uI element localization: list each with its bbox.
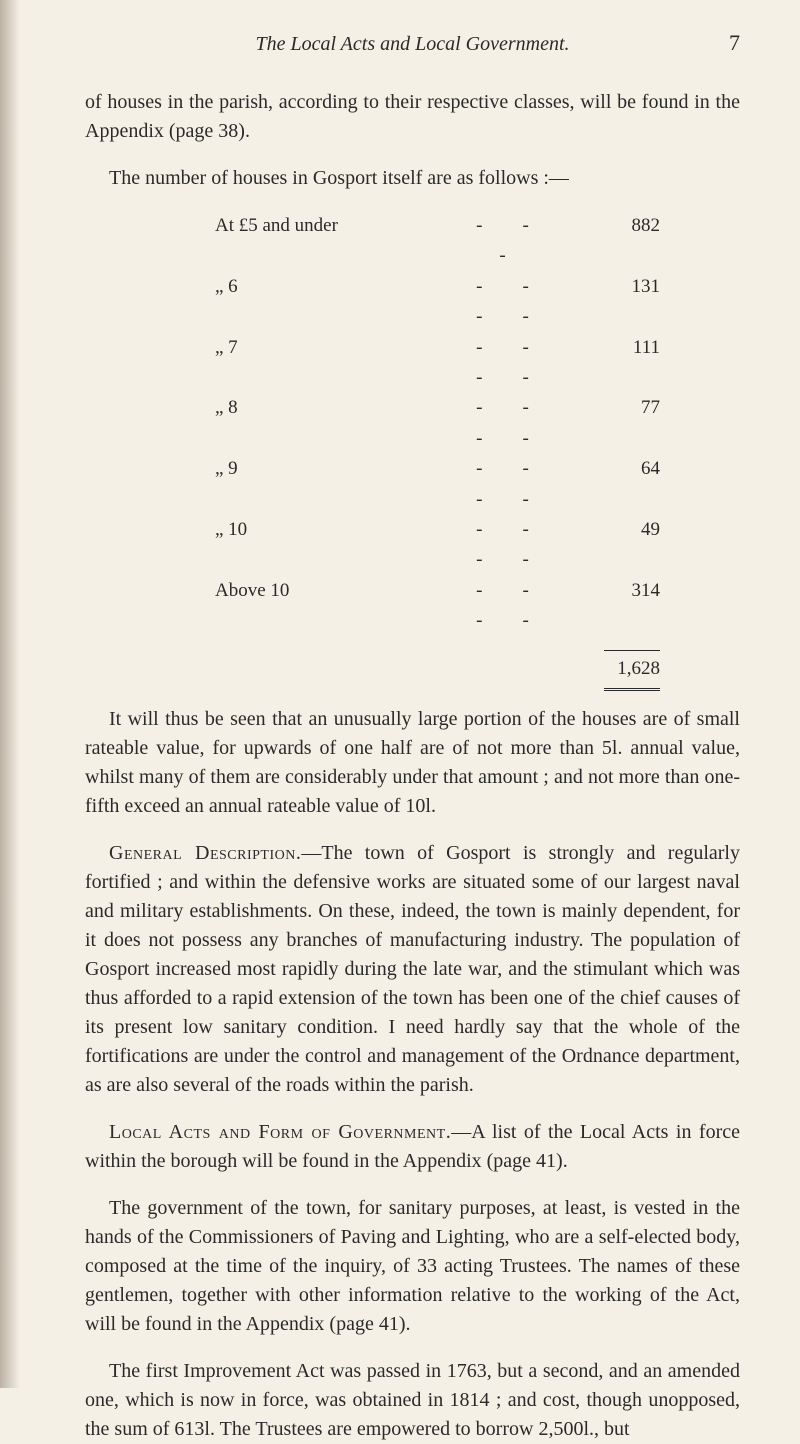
page-content: The Local Acts and Local Government. 7 o… bbox=[0, 0, 800, 1388]
table-row: „ 7 ---- 111 bbox=[85, 333, 740, 394]
row-dashes: ---- bbox=[455, 393, 590, 454]
row-dashes bbox=[455, 650, 590, 690]
table-row: „ 9 ---- 64 bbox=[85, 454, 740, 515]
table-row: „ 8 ---- 77 bbox=[85, 393, 740, 454]
table-total-row: 1,628 bbox=[85, 650, 740, 690]
page-number: 7 bbox=[700, 30, 740, 56]
houses-table: At £5 and under --- 882 „ 6 ---- 131 „ 7… bbox=[85, 211, 740, 691]
row-label: „ 10 bbox=[85, 515, 455, 576]
table-row: At £5 and under --- 882 bbox=[85, 211, 740, 272]
page-header: The Local Acts and Local Government. 7 bbox=[85, 30, 740, 56]
body-text: of houses in the parish, according to th… bbox=[85, 88, 740, 1444]
paragraph-2: The number of houses in Gosport itself a… bbox=[85, 164, 740, 193]
paragraph-5: Local Acts and Form of Government.—A lis… bbox=[85, 1118, 740, 1176]
table-row: Above 10 ---- 314 bbox=[85, 576, 740, 637]
paragraph-4: General Description.—The town of Gosport… bbox=[85, 839, 740, 1100]
paragraph-3: It will thus be seen that an unusually l… bbox=[85, 705, 740, 821]
section-heading-local-acts: Local Acts and Form of Government. bbox=[109, 1121, 451, 1143]
row-dashes: ---- bbox=[455, 333, 590, 394]
row-value: 77 bbox=[590, 393, 740, 454]
row-value: 49 bbox=[590, 515, 740, 576]
row-label bbox=[85, 650, 455, 690]
row-dashes: ---- bbox=[455, 272, 590, 333]
total-value-cell: 1,628 bbox=[590, 650, 740, 690]
row-dashes: ---- bbox=[455, 515, 590, 576]
row-dashes: ---- bbox=[455, 576, 590, 637]
row-value: 882 bbox=[590, 211, 740, 272]
row-dashes: ---- bbox=[455, 454, 590, 515]
paragraph-6: The government of the town, for sanitary… bbox=[85, 1194, 740, 1339]
row-label: „ 9 bbox=[85, 454, 455, 515]
paragraph-7: The first Improvement Act was passed in … bbox=[85, 1357, 740, 1444]
row-value: 111 bbox=[590, 333, 740, 394]
total-value: 1,628 bbox=[604, 650, 660, 690]
table-row: „ 6 ---- 131 bbox=[85, 272, 740, 333]
row-value: 131 bbox=[590, 272, 740, 333]
row-label: Above 10 bbox=[85, 576, 455, 637]
row-dashes: --- bbox=[455, 211, 590, 272]
section-heading-general-description: General Description. bbox=[109, 842, 301, 864]
table-row: „ 10 ---- 49 bbox=[85, 515, 740, 576]
row-label: „ 8 bbox=[85, 393, 455, 454]
page-gutter-shadow bbox=[0, 0, 20, 1388]
paragraph-4-body: —The town of Gosport is strongly and reg… bbox=[85, 842, 740, 1096]
row-label: At £5 and under bbox=[85, 211, 455, 272]
row-value: 314 bbox=[590, 576, 740, 637]
row-label: „ 7 bbox=[85, 333, 455, 394]
paragraph-1: of houses in the parish, according to th… bbox=[85, 88, 740, 146]
running-title: The Local Acts and Local Government. bbox=[125, 33, 700, 56]
row-label: „ 6 bbox=[85, 272, 455, 333]
row-value: 64 bbox=[590, 454, 740, 515]
